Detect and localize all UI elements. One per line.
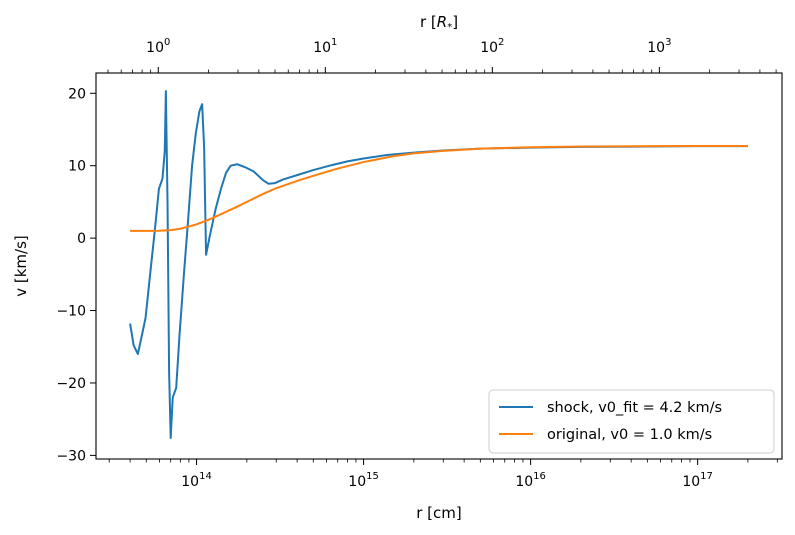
x-tick-label: 1017 [682, 471, 713, 490]
top-tick-label: 103 [647, 37, 671, 56]
x-tick-label: 1016 [515, 471, 546, 490]
x-axis-label: r [cm] [416, 504, 462, 522]
series-line-shock [129, 90, 748, 439]
top-axis-label-prefix: r [ [420, 13, 437, 31]
y-tick-label: 0 [77, 231, 86, 247]
top-tick-label: 102 [480, 37, 504, 56]
top-axis-label: r [R*] [420, 13, 458, 33]
series-layer [129, 90, 748, 439]
top-axis-label-sub: * [447, 22, 452, 33]
series-line-original [130, 145, 748, 232]
y-tick-label: 10 [68, 159, 86, 175]
x-tick-label: 1014 [181, 471, 212, 490]
top-tick-label: 101 [313, 37, 337, 56]
top-axis-label-var: R [437, 13, 447, 31]
top-tick-label: 100 [146, 37, 170, 56]
y-tick-label: −20 [56, 376, 86, 392]
y-tick-label: −30 [56, 448, 86, 464]
top-axis-label-suffix: ] [452, 13, 458, 31]
y-axis-label: v [km/s] [12, 235, 30, 297]
plot-frame [95, 72, 783, 460]
legend: shock, v0_fit = 4.2 km/s original, v0 = … [488, 389, 775, 454]
y-tick-label: −10 [56, 304, 86, 320]
legend-box [488, 389, 775, 454]
x-tick-label: 1015 [348, 471, 379, 490]
legend-label-original: original, v0 = 1.0 km/s [547, 427, 712, 443]
y-tick-label: 20 [68, 86, 86, 102]
legend-label-shock: shock, v0_fit = 4.2 km/s [547, 400, 722, 416]
